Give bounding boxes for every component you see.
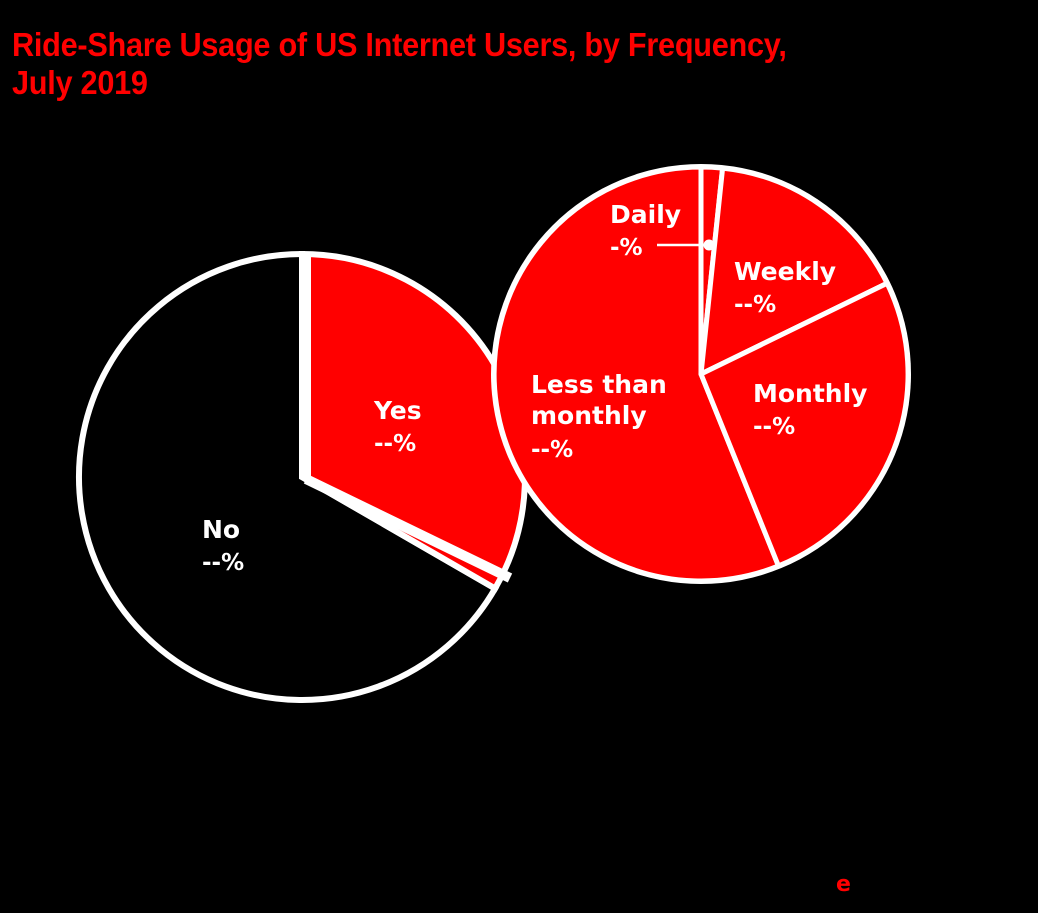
frequency-pie: [491, 164, 911, 584]
value-monthly: --%: [753, 414, 795, 440]
chart-title-line-1: Ride-Share Usage of US Internet Users, b…: [12, 26, 787, 63]
label-monthly: Monthly: [753, 379, 867, 408]
value-daily: -%: [610, 235, 643, 261]
label-weekly: Weekly: [734, 257, 836, 286]
value-yes: --%: [374, 431, 416, 457]
yes-separator-bottom: [303, 474, 513, 583]
chart-title: Ride-Share Usage of US Internet Users, b…: [12, 26, 1035, 102]
value-weekly: --%: [734, 292, 776, 318]
brand-logo: e: [836, 872, 851, 897]
daily-leader-dot: [703, 239, 715, 251]
value-no: --%: [202, 550, 244, 576]
label-less-than-monthly-line-2: monthly: [531, 401, 647, 430]
label-daily: Daily: [610, 200, 681, 229]
usage-pie: [76, 250, 528, 703]
value-less-than-monthly: --%: [531, 437, 573, 463]
label-yes: Yes: [373, 396, 422, 425]
pie-slice-weekly[interactable]: [698, 165, 890, 377]
chart-title-line-2: July 2019: [12, 64, 148, 101]
pie-slice-less-than-monthly[interactable]: [491, 164, 781, 584]
label-no: No: [202, 515, 240, 544]
pie-slice-no[interactable]: [76, 250, 500, 703]
pie-slice-monthly[interactable]: [698, 280, 911, 569]
label-less-than-monthly-line-1: Less than: [531, 370, 667, 399]
